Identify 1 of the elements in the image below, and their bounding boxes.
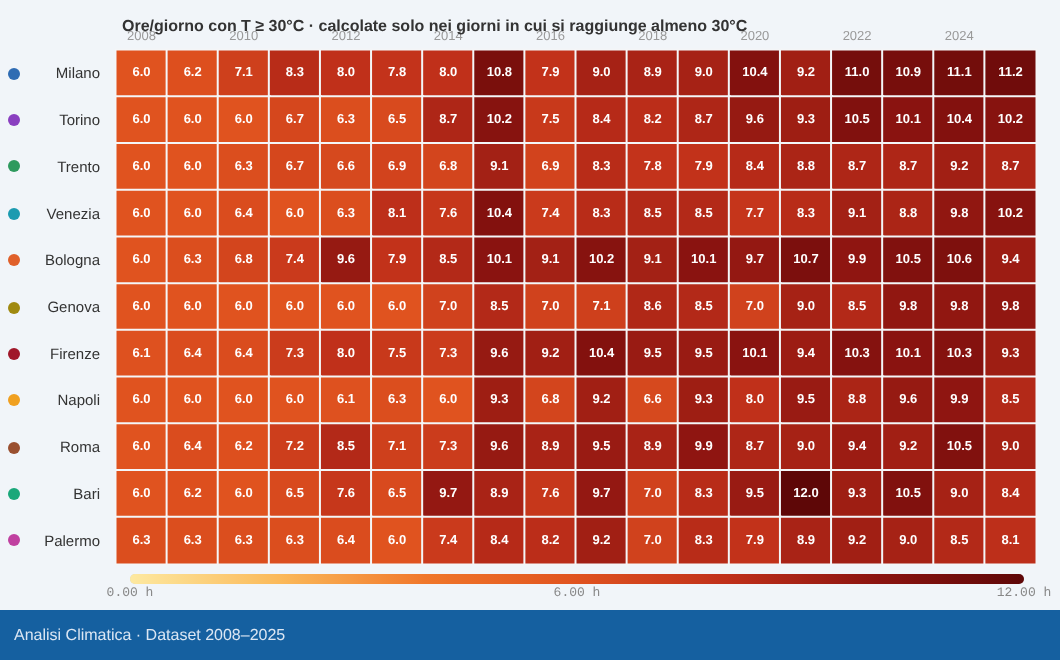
text: Analisi Climatica · Dataset 2008–2025 (0, 610, 1060, 660)
